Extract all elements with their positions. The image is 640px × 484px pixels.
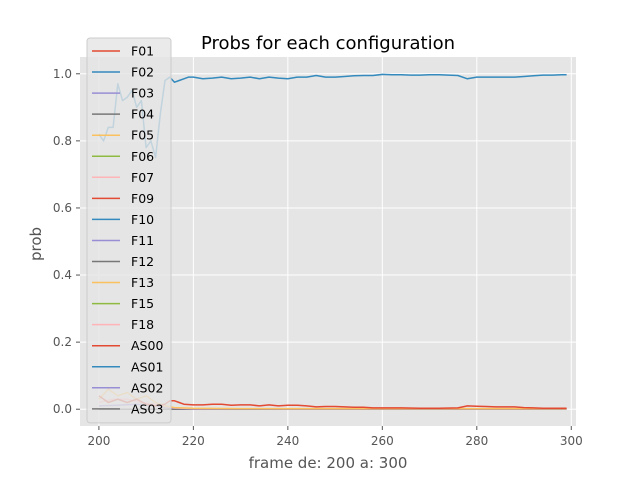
- legend-item-label: AS03: [131, 401, 163, 416]
- legend-item-label: F18: [131, 317, 154, 332]
- legend-item-label: F12: [131, 254, 154, 269]
- chart-title: Probs for each configuration: [201, 33, 455, 54]
- legend-box: [86, 37, 172, 424]
- legend-item-label: F06: [131, 149, 154, 164]
- legend-item-label: AS01: [131, 359, 163, 374]
- legend-item-label: F10: [131, 212, 154, 227]
- y-tick-label: 0.0: [53, 402, 72, 416]
- x-tick-label: 200: [87, 434, 110, 448]
- y-axis-ticks: 0.0 0.2 0.4 0.6 0.8 1.0: [53, 67, 80, 416]
- legend-item-label: F15: [131, 296, 154, 311]
- y-axis-label: prob: [27, 227, 45, 261]
- legend-item-label: F05: [131, 128, 154, 143]
- legend-item-label: F01: [131, 44, 154, 59]
- legend-item-label: AS00: [131, 338, 163, 353]
- y-tick-label: 0.2: [53, 335, 72, 349]
- x-tick-label: 260: [371, 434, 394, 448]
- x-tick-label: 220: [182, 434, 205, 448]
- y-tick-label: 1.0: [53, 67, 72, 81]
- x-tick-label: 300: [560, 434, 583, 448]
- x-tick-label: 280: [465, 434, 488, 448]
- y-tick-label: 0.4: [53, 268, 72, 282]
- legend-item-label: F02: [131, 65, 154, 80]
- legend-item-label: F11: [131, 233, 154, 248]
- x-axis-ticks: 200 220 240 260 280 300: [87, 426, 583, 448]
- legend-item-label: F09: [131, 191, 154, 206]
- legend-item-label: AS02: [131, 380, 163, 395]
- legend-item-label: F04: [131, 107, 154, 122]
- legend-item-label: F13: [131, 275, 154, 290]
- legend-item-label: F03: [131, 86, 154, 101]
- y-tick-label: 0.6: [53, 201, 72, 215]
- legend: F01 F02 F03 F04 F05 F06 F07 F09 F10 F11 F12 F13 F15 F…: [86, 37, 172, 424]
- y-tick-label: 0.8: [53, 134, 72, 148]
- x-tick-label: 240: [276, 434, 299, 448]
- legend-item-label: F07: [131, 170, 154, 185]
- x-axis-label: frame de: 200 a: 300: [249, 454, 408, 472]
